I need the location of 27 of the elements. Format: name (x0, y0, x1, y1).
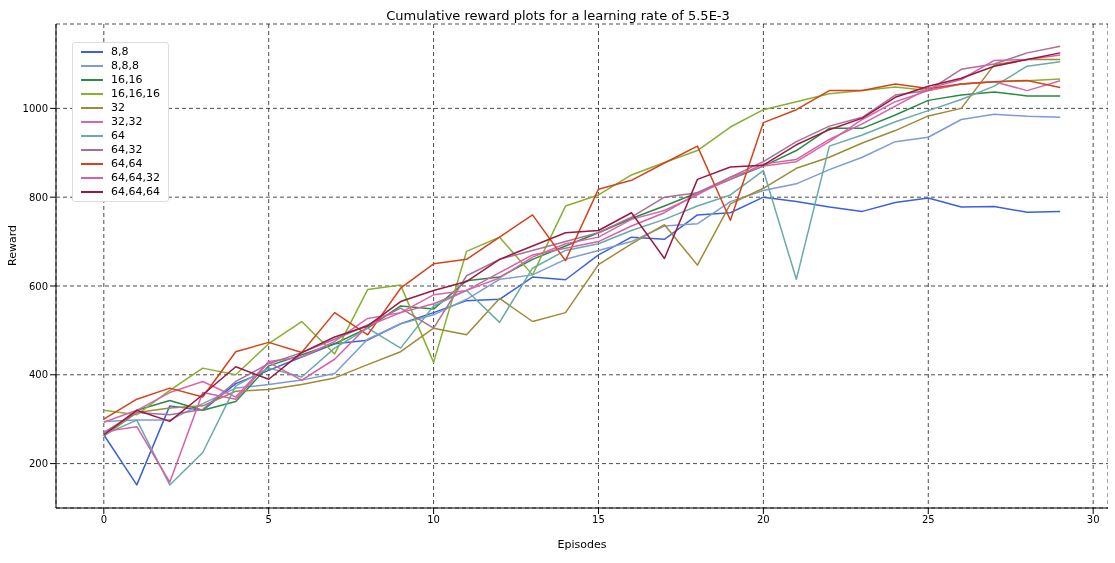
legend-label: 64,64,64 (111, 185, 160, 199)
legend-label: 32 (111, 101, 125, 115)
legend-label: 8,8,8 (111, 59, 139, 73)
legend-label: 16,16 (111, 73, 143, 87)
y-tick-label: 600 (28, 280, 48, 292)
y-tick-label: 800 (28, 191, 48, 203)
legend-label: 32,32 (111, 115, 143, 129)
x-axis-title: Episodes (557, 538, 607, 551)
legend-label: 64,64,32 (111, 171, 160, 185)
x-tick-label: 15 (592, 514, 605, 526)
y-axis-title: Reward (5, 225, 19, 266)
x-tick-label: 10 (427, 514, 440, 526)
x-tick-label: 5 (265, 514, 272, 526)
y-tick-label: 200 (28, 458, 48, 470)
y-tick-label: 1000 (22, 102, 48, 114)
legend-label: 8,8 (111, 45, 129, 59)
x-tick-label: 30 (1086, 514, 1100, 526)
legend-label: 16,16,16 (111, 87, 160, 101)
x-tick-label: 0 (100, 514, 108, 526)
chart-title: Cumulative reward plots for a learning rate of 5.5E-3 (385, 8, 731, 23)
x-tick-label: 20 (757, 514, 770, 526)
legend-label: 64,64 (111, 157, 143, 171)
x-tick-label: 25 (921, 514, 935, 526)
y-tick-label: 400 (28, 369, 48, 381)
line-series (103, 196, 1061, 486)
legend-label: 64,32 (111, 143, 143, 157)
legend-label: 64 (111, 129, 125, 143)
